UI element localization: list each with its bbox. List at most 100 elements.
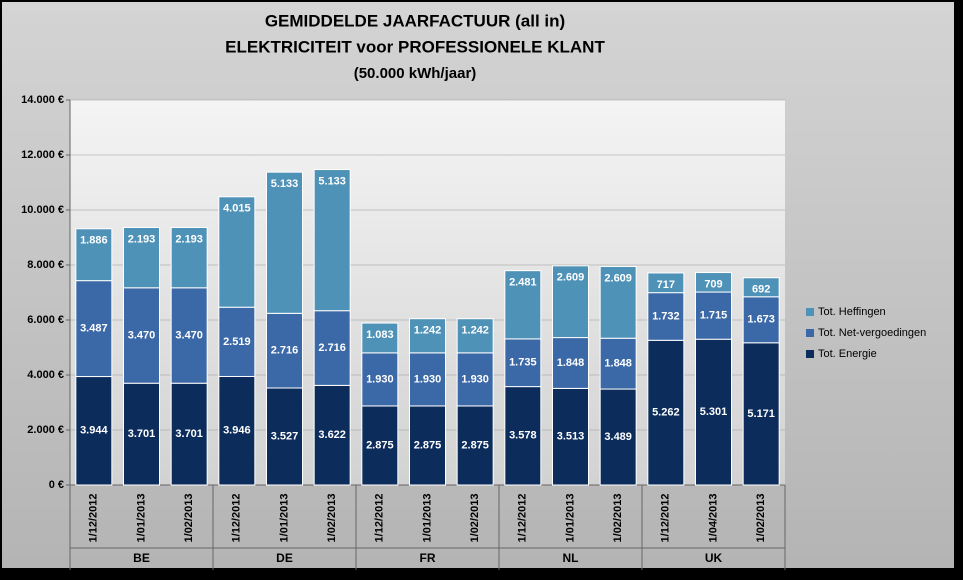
bar-segment [599, 265, 637, 339]
bar-segment [313, 310, 351, 386]
y-tick-label: 6.000 € [27, 314, 64, 326]
value-label: 1.848 [557, 357, 585, 369]
chart-title: GEMIDDELDE JAARFACTUUR (all in) [265, 11, 565, 30]
value-label: 2.193 [175, 233, 203, 245]
value-label: 2.875 [461, 439, 489, 451]
value-label: 2.875 [366, 439, 394, 451]
group-label: BE [133, 551, 150, 565]
bar-segment [170, 382, 208, 486]
bar-segment [123, 226, 160, 289]
value-label: 1.930 [366, 373, 394, 385]
x-tick-label: 1/01/2013 [135, 494, 147, 543]
value-label: 3.487 [80, 323, 108, 335]
value-label: 1.886 [80, 235, 108, 247]
group-label: UK [705, 551, 723, 565]
x-tick-label: 1/01/2013 [421, 494, 433, 543]
value-label: 1.242 [461, 325, 489, 337]
bar-segment [361, 405, 399, 486]
value-label: 5.133 [271, 178, 299, 190]
bar-segment [504, 270, 542, 340]
bar-segment [75, 280, 113, 378]
bar-segment [266, 171, 303, 314]
value-label: 5.171 [747, 408, 775, 420]
bar-segment [361, 352, 399, 407]
bar-segment [123, 382, 160, 486]
value-label: 3.701 [175, 428, 203, 440]
bar-segment [456, 405, 494, 486]
bar-segment [313, 384, 351, 486]
value-label: 1.083 [366, 329, 394, 341]
bar-segment [504, 386, 542, 486]
x-tick-label: 1/12/2012 [374, 494, 386, 543]
value-label: 3.946 [223, 425, 251, 437]
value-label: 717 [657, 279, 675, 291]
bar-segment [170, 226, 208, 289]
value-label: 1.930 [414, 373, 442, 385]
bar-segment [218, 375, 256, 486]
bar-segment [75, 228, 113, 282]
bar-segment [695, 338, 732, 486]
bar-segment [123, 287, 160, 384]
bar-segment [75, 376, 113, 486]
bar-segment [599, 388, 637, 486]
value-label: 5.301 [700, 406, 728, 418]
y-tick-label: 12.000 € [21, 149, 64, 161]
bar-segment [504, 338, 542, 388]
y-tick-label: 14.000 € [21, 94, 64, 106]
bar-segment [313, 169, 351, 312]
value-label: 2.716 [271, 345, 299, 357]
value-label: 3.578 [509, 430, 537, 442]
y-tick-label: 10.000 € [21, 204, 64, 216]
value-label: 3.701 [128, 428, 156, 440]
legend-swatch [806, 329, 814, 337]
value-label: 1.673 [747, 314, 775, 326]
bar-segment [409, 318, 446, 354]
bar-segment [456, 352, 494, 407]
value-label: 2.193 [128, 233, 156, 245]
x-tick-label: 1/12/2012 [517, 494, 529, 543]
legend-swatch [806, 350, 814, 358]
value-label: 709 [704, 278, 722, 290]
bar-segment [266, 312, 303, 389]
chart-subtitle: (50.000 kWh/jaar) [354, 65, 477, 82]
legend-swatch [806, 308, 814, 316]
x-tick-label: 1/02/2013 [183, 494, 195, 543]
value-label: 1.715 [700, 310, 728, 322]
bar-segment [742, 277, 780, 298]
value-label: 3.489 [604, 431, 632, 443]
value-label: 2.609 [557, 272, 585, 284]
value-label: 4.015 [223, 203, 251, 215]
value-label: 1.848 [604, 358, 632, 370]
legend-label: Tot. Net-vergoedingen [818, 327, 926, 339]
value-label: 3.513 [557, 431, 585, 443]
x-tick-label: 1/12/2012 [231, 494, 243, 543]
group-label: FR [420, 551, 436, 565]
chart-title: ELEKTRICITEIT voor PROFESSIONELE KLANT [225, 37, 605, 56]
value-label: 3.470 [128, 329, 156, 341]
value-label: 3.944 [80, 425, 108, 437]
bar-segment [409, 352, 446, 407]
bar-segment [456, 318, 494, 354]
bar-segment [552, 387, 589, 486]
y-tick-label: 2.000 € [27, 424, 64, 436]
value-label: 692 [752, 284, 770, 296]
x-tick-label: 1/12/2012 [88, 494, 100, 543]
value-label: 3.470 [175, 329, 203, 341]
x-tick-label: 1/02/2013 [612, 494, 624, 543]
value-label: 5.262 [652, 407, 680, 419]
value-label: 1.930 [461, 373, 489, 385]
bar-segment [266, 387, 303, 486]
bar-segment [647, 339, 685, 486]
value-label: 2.481 [509, 277, 537, 289]
value-label: 2.875 [414, 439, 442, 451]
bar-segment [409, 405, 446, 486]
value-label: 2.609 [604, 272, 632, 284]
bar-segment [218, 196, 256, 308]
bar-segment [647, 272, 685, 294]
group-label: DE [276, 551, 293, 565]
value-label: 1.242 [414, 325, 442, 337]
value-label: 2.519 [223, 336, 251, 348]
x-tick-label: 1/04/2013 [707, 494, 719, 543]
value-label: 1.735 [509, 357, 537, 369]
